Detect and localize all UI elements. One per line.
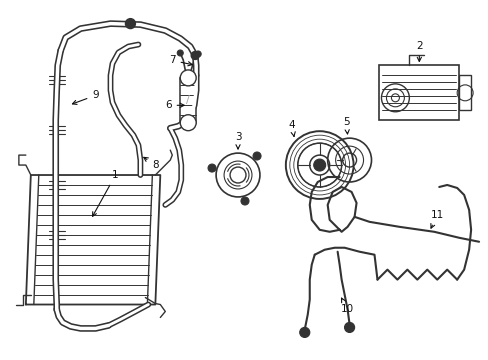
Circle shape	[241, 197, 248, 205]
Text: 5: 5	[343, 117, 349, 134]
Text: /: /	[186, 95, 190, 105]
Text: 10: 10	[340, 298, 353, 315]
Text: 9: 9	[72, 90, 99, 104]
Text: 3: 3	[234, 132, 241, 149]
Ellipse shape	[180, 115, 196, 131]
Circle shape	[125, 19, 135, 28]
Circle shape	[195, 51, 201, 57]
Circle shape	[344, 323, 354, 332]
Text: 8: 8	[143, 157, 158, 170]
Circle shape	[299, 328, 309, 337]
Bar	[379, 66, 458, 120]
Circle shape	[207, 164, 216, 172]
Circle shape	[191, 51, 199, 59]
Bar	[180, 78, 196, 123]
Text: 6: 6	[164, 100, 184, 110]
Text: 1: 1	[92, 170, 119, 216]
Text: 11: 11	[430, 210, 443, 228]
Ellipse shape	[180, 70, 196, 86]
Circle shape	[177, 50, 183, 56]
Circle shape	[313, 159, 325, 171]
Circle shape	[253, 152, 261, 160]
Text: 2: 2	[415, 41, 422, 62]
Bar	[458, 75, 470, 110]
Text: 4: 4	[288, 120, 295, 136]
Text: 7: 7	[169, 55, 192, 66]
